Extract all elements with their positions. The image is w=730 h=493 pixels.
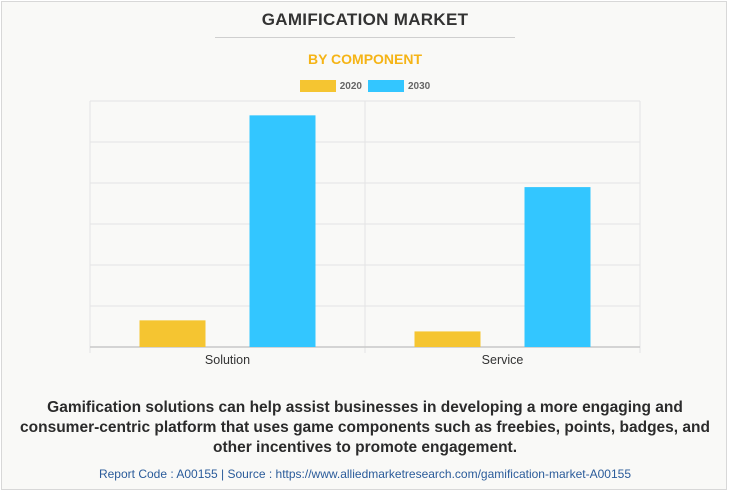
x-tick-label-service: Service (482, 353, 524, 367)
legend-swatch-2020 (299, 80, 336, 92)
chart-description: Gamification solutions can help assist b… (20, 399, 710, 456)
legend-label-2020: 2020 (339, 80, 362, 92)
bar-2020-service (414, 331, 481, 347)
legend-item-2020: 2020 (299, 80, 362, 92)
legend-label-2030: 2030 (408, 80, 431, 92)
chart-title: GAMIFICATION MARKET (261, 10, 469, 29)
bar-2030-solution (249, 115, 316, 347)
chart-legend: 2020 2030 (0, 80, 730, 92)
x-tick-label-solution: Solution (205, 353, 250, 367)
legend-swatch-2030 (368, 80, 404, 92)
title-divider (215, 37, 515, 38)
bar-2020-solution (139, 320, 206, 347)
legend-item-2030: 2030 (368, 80, 430, 92)
bar-2030-service (524, 187, 591, 347)
chart-subtitle: BY COMPONENT (307, 51, 423, 67)
source-citation: Report Code : A00155 | Source : https://… (98, 467, 632, 481)
